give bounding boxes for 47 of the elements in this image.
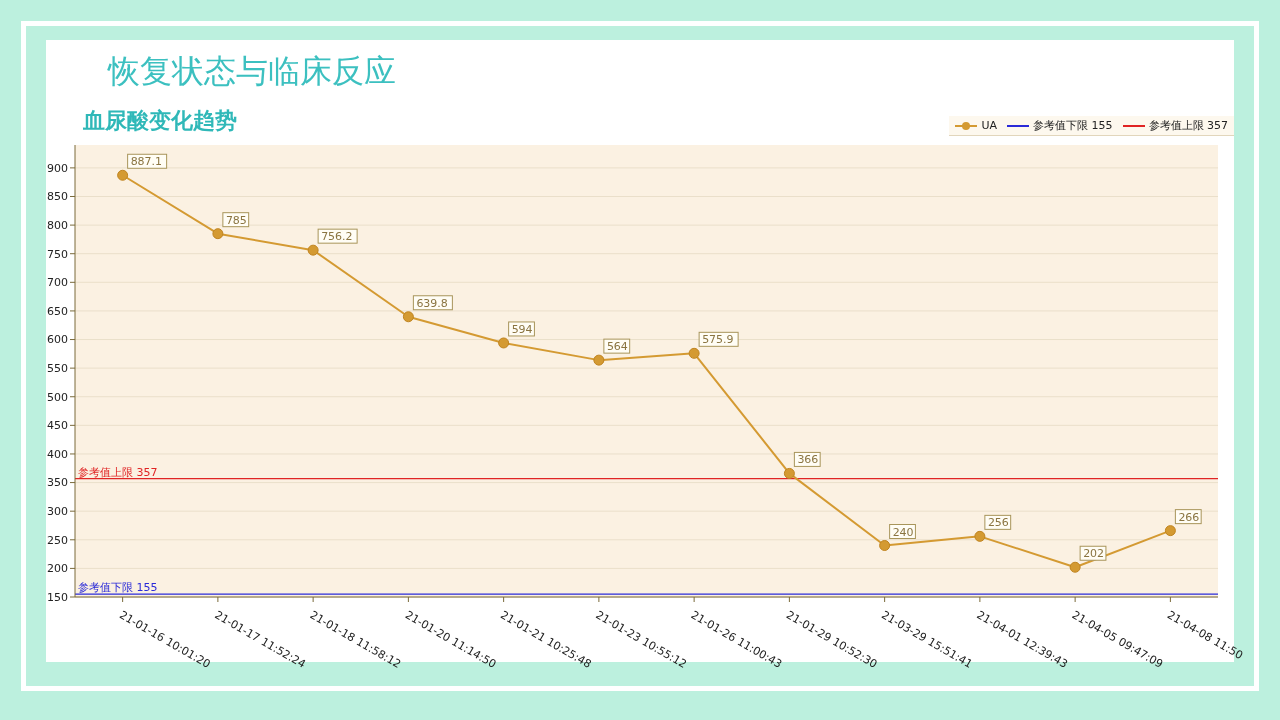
point — [402, 311, 414, 323]
data-label: 756.2 — [321, 230, 353, 244]
data-label: 266 — [1178, 510, 1200, 524]
point — [974, 530, 986, 542]
y-tick-label: 700 — [47, 276, 68, 290]
y-tick-label: 150 — [47, 590, 68, 604]
point — [117, 169, 129, 181]
y-tick-label: 900 — [47, 161, 68, 175]
y-tick-label: 450 — [47, 419, 68, 433]
point — [783, 467, 795, 479]
data-label: 366 — [797, 453, 819, 467]
data-label: 594 — [511, 322, 533, 336]
y-tick-label: 250 — [47, 533, 68, 547]
y-tick-label: 550 — [47, 362, 68, 376]
point — [688, 347, 700, 359]
data-label: 639.8 — [416, 296, 448, 310]
y-tick-label: 600 — [47, 333, 68, 347]
data-label: 564 — [606, 340, 628, 354]
data-label: 785 — [225, 213, 247, 227]
point — [879, 540, 891, 552]
ref-line-label: 参考值上限 357 — [78, 465, 158, 479]
y-tick-label: 200 — [47, 562, 68, 576]
y-tick-label: 750 — [47, 247, 68, 261]
ref-line-label: 参考值下限 155 — [78, 581, 158, 595]
data-label: 887.1 — [130, 155, 163, 169]
point — [1164, 525, 1176, 537]
data-label: 240 — [892, 525, 914, 539]
y-tick-label: 800 — [47, 219, 68, 233]
data-label: 575.9 — [702, 333, 734, 347]
chart-subtitle: 血尿酸变化趋势 — [83, 107, 237, 135]
legend-label: UA — [981, 119, 997, 132]
y-tick-label: 650 — [47, 304, 68, 318]
text: 参考值上限 357 — [1148, 119, 1228, 132]
point — [593, 354, 605, 366]
y-tick-label: 350 — [47, 476, 68, 490]
y-tick-label: 400 — [47, 447, 68, 461]
y-tick-label: 500 — [47, 390, 68, 404]
point — [212, 228, 224, 240]
point — [1069, 561, 1081, 573]
data-label: 202 — [1083, 547, 1105, 561]
point — [498, 337, 510, 349]
chart-title: 恢复状态与临床反应 — [108, 51, 396, 92]
text: 参考值下限 155 — [1033, 119, 1113, 132]
y-tick-label: 850 — [47, 190, 68, 204]
y-tick-label: 300 — [47, 505, 68, 519]
point — [307, 244, 319, 256]
data-label: 256 — [987, 516, 1009, 530]
